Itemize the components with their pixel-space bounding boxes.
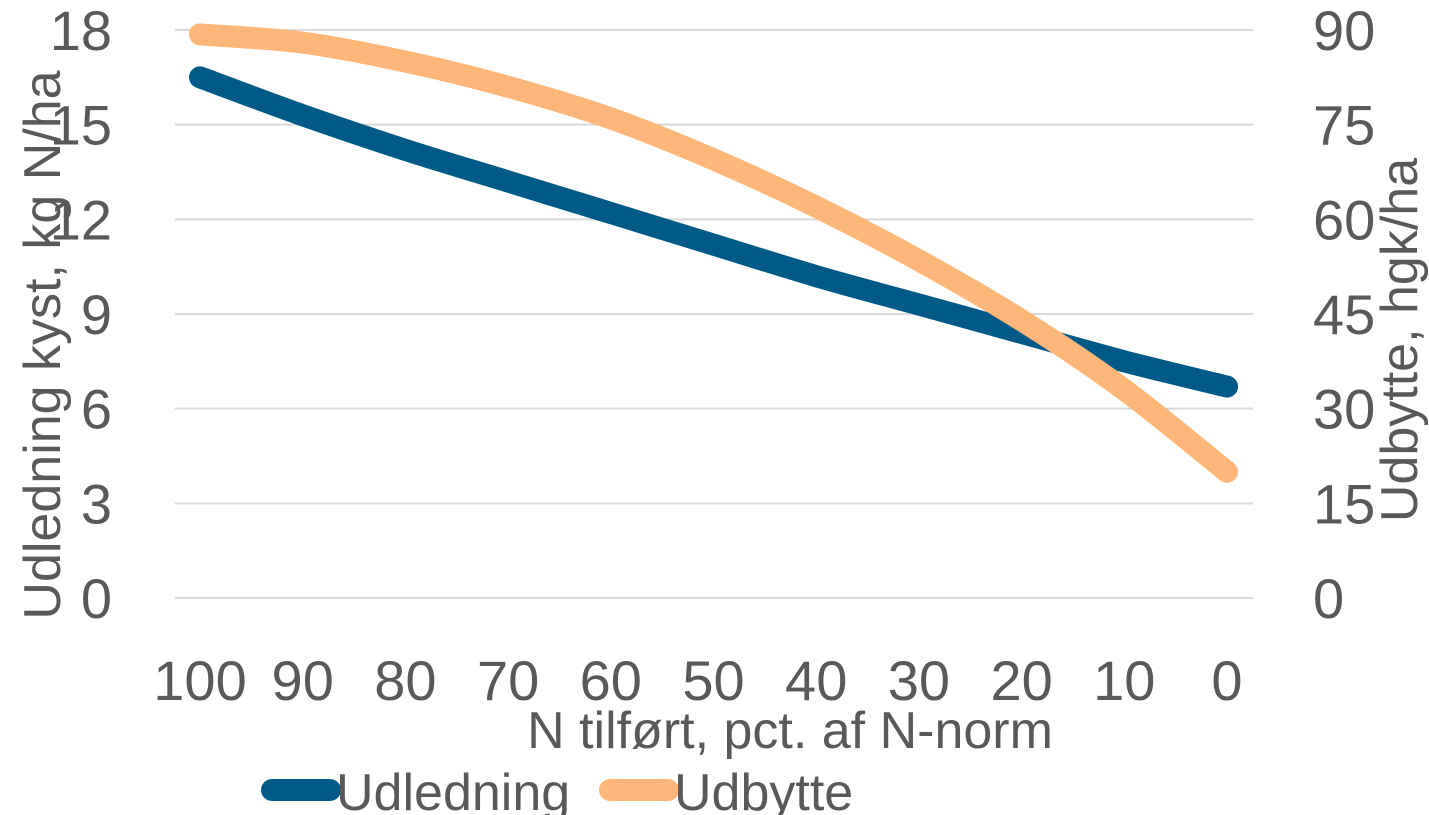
x-tick-label: 0 [1211, 649, 1242, 712]
x-tick-label: 80 [374, 649, 436, 712]
x-axis-tick-labels: 100 90 80 70 60 50 40 30 20 10 0 [153, 649, 1242, 712]
x-tick-label: 90 [272, 649, 334, 712]
x-tick-label: 100 [153, 649, 246, 712]
series-line-udbytte [189, 23, 1238, 483]
left-tick-label: 12 [50, 188, 112, 251]
left-axis-title: Udledning kyst, kg N/ha [14, 70, 72, 619]
legend-label: Udbytte [674, 764, 853, 815]
right-tick-label: 60 [1313, 188, 1375, 251]
x-tick-label: 20 [990, 649, 1052, 712]
left-tick-label: 6 [81, 378, 112, 441]
right-axis-tick-labels: 0 15 30 45 60 75 90 [1313, 0, 1375, 630]
series-lines [189, 23, 1238, 483]
x-tick-label: 30 [888, 649, 950, 712]
legend: Udledning Udbytte [261, 764, 853, 815]
left-axis-tick-labels: 0 3 6 9 12 15 18 [50, 0, 112, 630]
left-tick-label: 15 [50, 94, 112, 157]
x-tick-label: 10 [1093, 649, 1155, 712]
left-tick-label: 3 [81, 472, 112, 535]
right-tick-label: 45 [1313, 283, 1375, 346]
right-tick-label: 15 [1313, 472, 1375, 535]
right-axis-title: Udbytte, hgk/ha [1371, 158, 1429, 522]
x-tick-label: 50 [682, 649, 744, 712]
right-tick-label: 0 [1313, 567, 1344, 630]
left-tick-label: 9 [81, 283, 112, 346]
x-tick-label: 60 [580, 649, 642, 712]
left-tick-label: 0 [81, 567, 112, 630]
right-tick-label: 30 [1313, 378, 1375, 441]
right-tick-label: 90 [1313, 0, 1375, 62]
right-tick-label: 75 [1313, 94, 1375, 157]
left-tick-label: 18 [50, 0, 112, 62]
x-tick-label: 70 [477, 649, 539, 712]
x-axis-title: N tilført, pct. af N-norm [527, 702, 1053, 760]
gridlines [175, 29, 1253, 599]
x-tick-label: 40 [785, 649, 847, 712]
legend-label: Udledning [336, 764, 570, 815]
